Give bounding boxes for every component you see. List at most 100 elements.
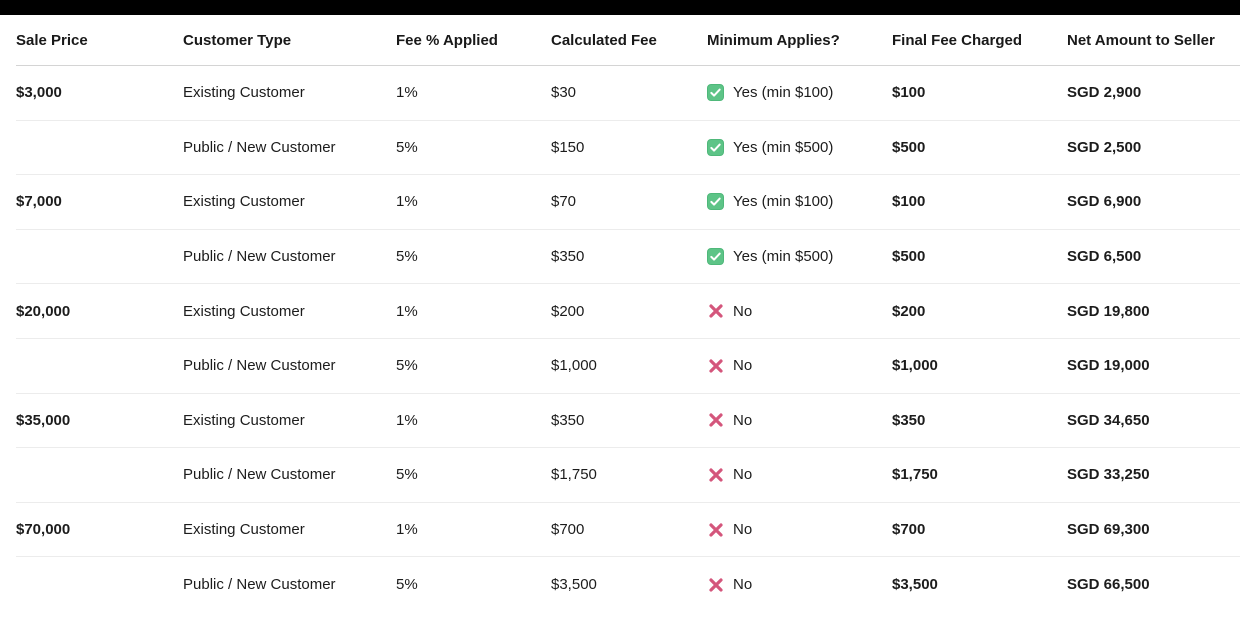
table-row: Public / New Customer 5% $350 Yes (min $…: [16, 230, 1240, 285]
final-fee-cell: $1,750: [892, 466, 938, 484]
fee-pct-cell: 1%: [396, 411, 418, 429]
cross-icon: [707, 521, 724, 538]
minimum-applies-text: No: [733, 302, 753, 320]
cross-icon: [707, 576, 724, 593]
final-fee-cell: $3,500: [892, 576, 938, 594]
sale-price-cell: $70,000: [16, 521, 71, 539]
customer-type-cell: Public / New Customer: [183, 248, 336, 266]
minimum-applies-cell: Yes (min $500): [707, 138, 892, 156]
minimum-applies-text: Yes (min $100): [733, 193, 834, 211]
final-fee-cell: $700: [892, 521, 926, 539]
final-fee-cell: $100: [892, 193, 926, 211]
calculated-fee-cell: $200: [551, 302, 585, 320]
minimum-applies-cell: No: [707, 576, 892, 593]
fee-pct-cell: 1%: [396, 302, 418, 320]
sale-price-cell: $3,000: [16, 84, 62, 102]
sale-price-cell: $7,000: [16, 193, 62, 211]
cross-icon: [707, 303, 724, 320]
net-amount-cell: SGD 2,500: [1067, 138, 1142, 156]
table-row: $35,000 Existing Customer 1% $350 No $35…: [16, 394, 1240, 449]
final-fee-cell: $350: [892, 411, 926, 429]
table-row: Public / New Customer 5% $1,000 No $1,00…: [16, 339, 1240, 394]
calculated-fee-cell: $1,750: [551, 466, 597, 484]
fee-pct-cell: 5%: [396, 138, 418, 156]
net-amount-cell: SGD 66,500: [1067, 576, 1150, 594]
minimum-applies-text: No: [733, 357, 753, 375]
cross-icon: [707, 412, 724, 429]
table-row: $20,000 Existing Customer 1% $200 No $20…: [16, 284, 1240, 339]
table-row: $70,000 Existing Customer 1% $700 No $70…: [16, 503, 1240, 558]
customer-type-cell: Existing Customer: [183, 521, 305, 539]
minimum-applies-cell: No: [707, 303, 892, 320]
table-header-row: Sale Price Customer Type Fee % Applied C…: [16, 15, 1240, 66]
net-amount-cell: SGD 2,900: [1067, 84, 1142, 102]
calculated-fee-cell: $350: [551, 411, 585, 429]
final-fee-cell: $100: [892, 84, 926, 102]
calculated-fee-cell: $3,500: [551, 576, 597, 594]
minimum-applies-text: Yes (min $500): [733, 248, 834, 266]
fee-pct-cell: 1%: [396, 84, 418, 102]
final-fee-cell: $500: [892, 138, 926, 156]
net-amount-cell: SGD 19,800: [1067, 302, 1150, 320]
final-fee-cell: $1,000: [892, 357, 938, 375]
customer-type-cell: Public / New Customer: [183, 357, 336, 375]
minimum-applies-cell: No: [707, 357, 892, 374]
minimum-applies-text: Yes (min $500): [733, 138, 834, 156]
sale-price-cell: $20,000: [16, 302, 71, 320]
column-header-fee-pct: Fee % Applied: [396, 31, 498, 49]
customer-type-cell: Existing Customer: [183, 84, 305, 102]
check-icon: [707, 193, 724, 211]
column-header-sale-price: Sale Price: [16, 31, 88, 49]
column-header-customer-type: Customer Type: [183, 31, 292, 49]
column-header-calculated-fee: Calculated Fee: [551, 31, 657, 49]
minimum-applies-text: No: [733, 411, 753, 429]
table-row: Public / New Customer 5% $150 Yes (min $…: [16, 121, 1240, 176]
top-black-bar: [0, 0, 1240, 15]
check-icon: [707, 84, 724, 102]
net-amount-cell: SGD 6,900: [1067, 193, 1142, 211]
fee-pct-cell: 5%: [396, 576, 418, 594]
check-icon: [707, 248, 724, 266]
calculated-fee-cell: $30: [551, 84, 577, 102]
calculated-fee-cell: $1,000: [551, 357, 597, 375]
column-header-final-fee: Final Fee Charged: [892, 31, 1023, 49]
fee-comparison-table: Sale Price Customer Type Fee % Applied C…: [0, 15, 1240, 612]
calculated-fee-cell: $70: [551, 193, 577, 211]
calculated-fee-cell: $150: [551, 138, 585, 156]
check-icon: [707, 138, 724, 156]
customer-type-cell: Existing Customer: [183, 411, 305, 429]
minimum-applies-text: No: [733, 466, 753, 484]
net-amount-cell: SGD 34,650: [1067, 411, 1150, 429]
fee-pct-cell: 1%: [396, 193, 418, 211]
table-row: $7,000 Existing Customer 1% $70 Yes (min…: [16, 175, 1240, 230]
net-amount-cell: SGD 69,300: [1067, 521, 1150, 539]
minimum-applies-text: No: [733, 576, 753, 594]
cross-icon: [707, 357, 724, 374]
minimum-applies-text: Yes (min $100): [733, 84, 834, 102]
customer-type-cell: Existing Customer: [183, 302, 305, 320]
customer-type-cell: Public / New Customer: [183, 576, 336, 594]
sale-price-cell: $35,000: [16, 411, 71, 429]
final-fee-cell: $200: [892, 302, 926, 320]
column-header-minimum-applies: Minimum Applies?: [707, 31, 840, 49]
fee-pct-cell: 5%: [396, 357, 418, 375]
cross-icon: [707, 466, 724, 483]
fee-pct-cell: 5%: [396, 248, 418, 266]
final-fee-cell: $500: [892, 248, 926, 266]
calculated-fee-cell: $350: [551, 248, 585, 266]
column-header-net-amount: Net Amount to Seller: [1067, 31, 1215, 49]
customer-type-cell: Existing Customer: [183, 193, 305, 211]
table-row: Public / New Customer 5% $1,750 No $1,75…: [16, 448, 1240, 503]
minimum-applies-cell: Yes (min $100): [707, 84, 892, 102]
table-row: $3,000 Existing Customer 1% $30 Yes (min…: [16, 66, 1240, 121]
net-amount-cell: SGD 33,250: [1067, 466, 1150, 484]
table-row: Public / New Customer 5% $3,500 No $3,50…: [16, 557, 1240, 612]
minimum-applies-cell: Yes (min $500): [707, 248, 892, 266]
calculated-fee-cell: $700: [551, 521, 585, 539]
minimum-applies-cell: No: [707, 412, 892, 429]
minimum-applies-cell: No: [707, 521, 892, 538]
customer-type-cell: Public / New Customer: [183, 138, 336, 156]
fee-pct-cell: 5%: [396, 466, 418, 484]
fee-pct-cell: 1%: [396, 521, 418, 539]
net-amount-cell: SGD 6,500: [1067, 248, 1142, 266]
